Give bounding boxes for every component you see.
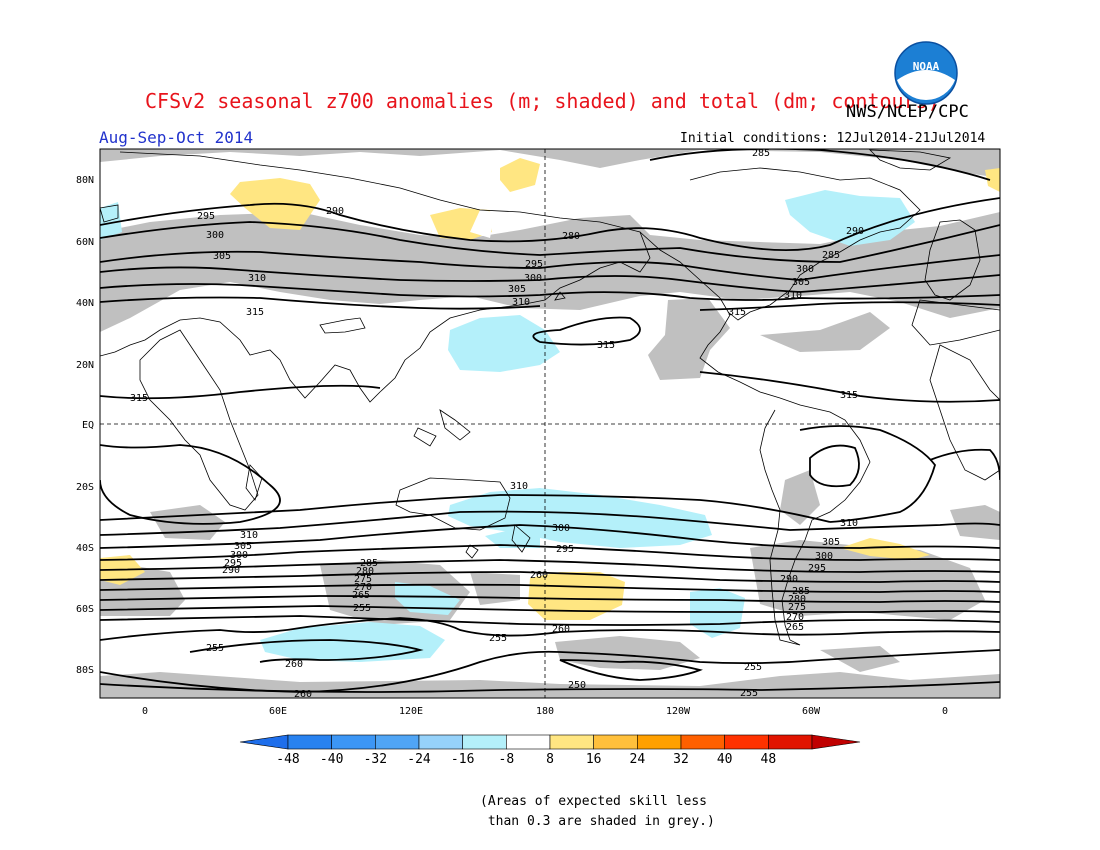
colorbar-cell [419, 735, 463, 749]
colorbar-cell [594, 735, 638, 749]
colorbar-cell [506, 735, 550, 749]
colorbar-cell [375, 735, 419, 749]
colorbar-label: 24 [630, 752, 646, 767]
colorbar-cell [332, 735, 376, 749]
colorbar-cell [725, 735, 769, 749]
colorbar-label: 48 [761, 752, 777, 767]
colorbar-labels: -48 -40 -32 -24 -16 -8 8 16 24 32 40 48 [276, 752, 776, 767]
colorbar-label: 16 [586, 752, 602, 767]
colorbar-cell [812, 735, 860, 749]
colorbar-label: -40 [320, 752, 343, 767]
colorbar-cell [768, 735, 812, 749]
colorbar-label: -24 [407, 752, 431, 767]
colorbar-label: -16 [451, 752, 474, 767]
footnote-line-2: than 0.3 are shaded in grey.) [480, 814, 715, 829]
colorbar-label: -48 [276, 752, 299, 767]
colorbar-label: -32 [364, 752, 387, 767]
colorbar-label: 32 [673, 752, 689, 767]
colorbar-cell [463, 735, 507, 749]
colorbar-cell [550, 735, 594, 749]
colorbar-cell [240, 735, 288, 749]
footnote-line-1: (Areas of expected skill less [480, 794, 707, 809]
colorbar-label: -8 [499, 752, 515, 767]
colorbar-cell [288, 735, 332, 749]
colorbar-cells [240, 735, 860, 749]
colorbar-label: 8 [546, 752, 554, 767]
skill-footnote: (Areas of expected skill less than 0.3 a… [480, 792, 715, 832]
colorbar-cell [637, 735, 681, 749]
colorbar-cell [681, 735, 725, 749]
colorbar-label: 40 [717, 752, 733, 767]
